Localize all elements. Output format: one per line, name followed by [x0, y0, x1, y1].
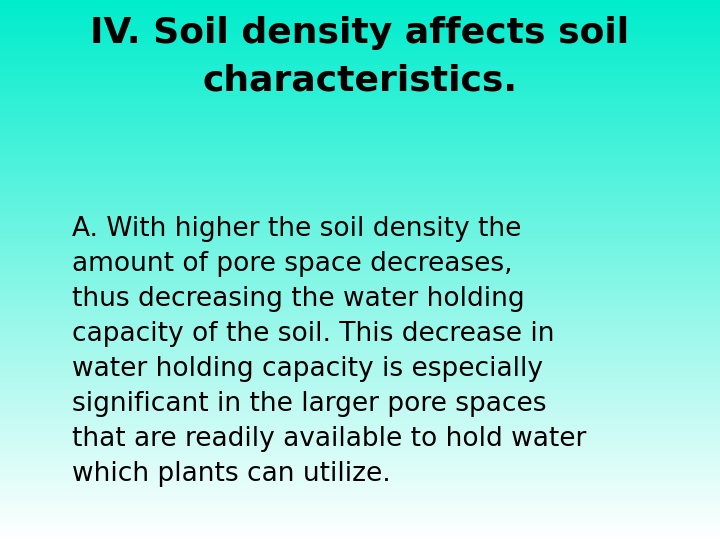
Text: IV. Soil density affects soil
characteristics.: IV. Soil density affects soil characteri…	[91, 16, 629, 98]
Text: A. With higher the soil density the
amount of pore space decreases,
thus decreas: A. With higher the soil density the amou…	[72, 216, 586, 487]
